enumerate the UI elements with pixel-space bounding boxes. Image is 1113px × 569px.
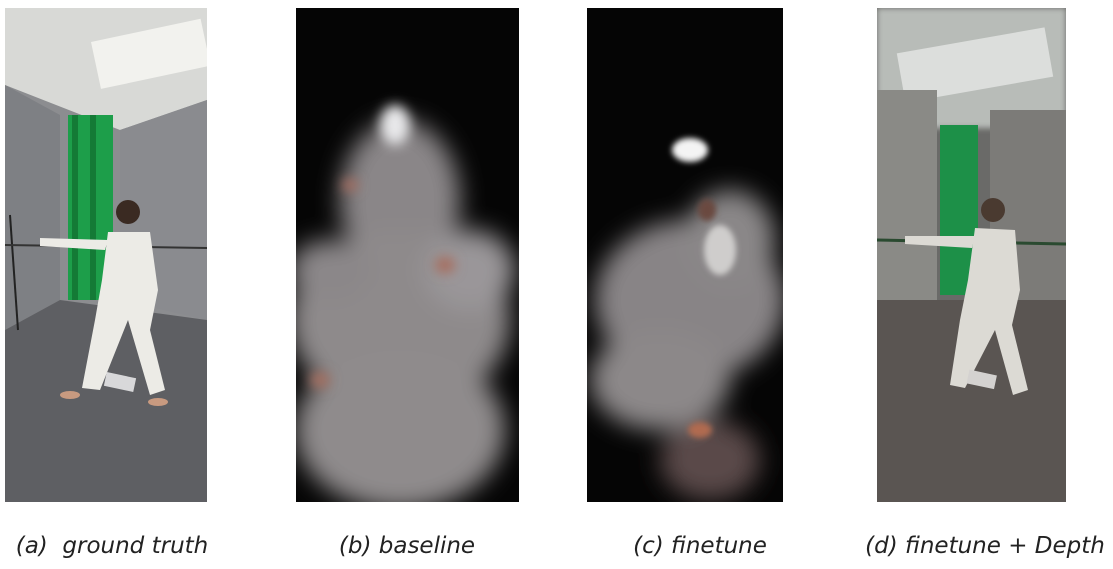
figure: (a) ground truth (b) baseline (c) finetu… (0, 0, 1113, 569)
caption: (a) ground truth (16, 533, 209, 559)
panel-ground-truth (5, 8, 211, 502)
panel-finetune (587, 8, 785, 502)
panel-baseline (290, 8, 519, 510)
caption: (c) finetune (633, 533, 767, 559)
panel-finetune-depth (877, 8, 1066, 502)
caption: (b) baseline (339, 533, 475, 559)
caption: (d) finetune + Depth (865, 533, 1105, 559)
